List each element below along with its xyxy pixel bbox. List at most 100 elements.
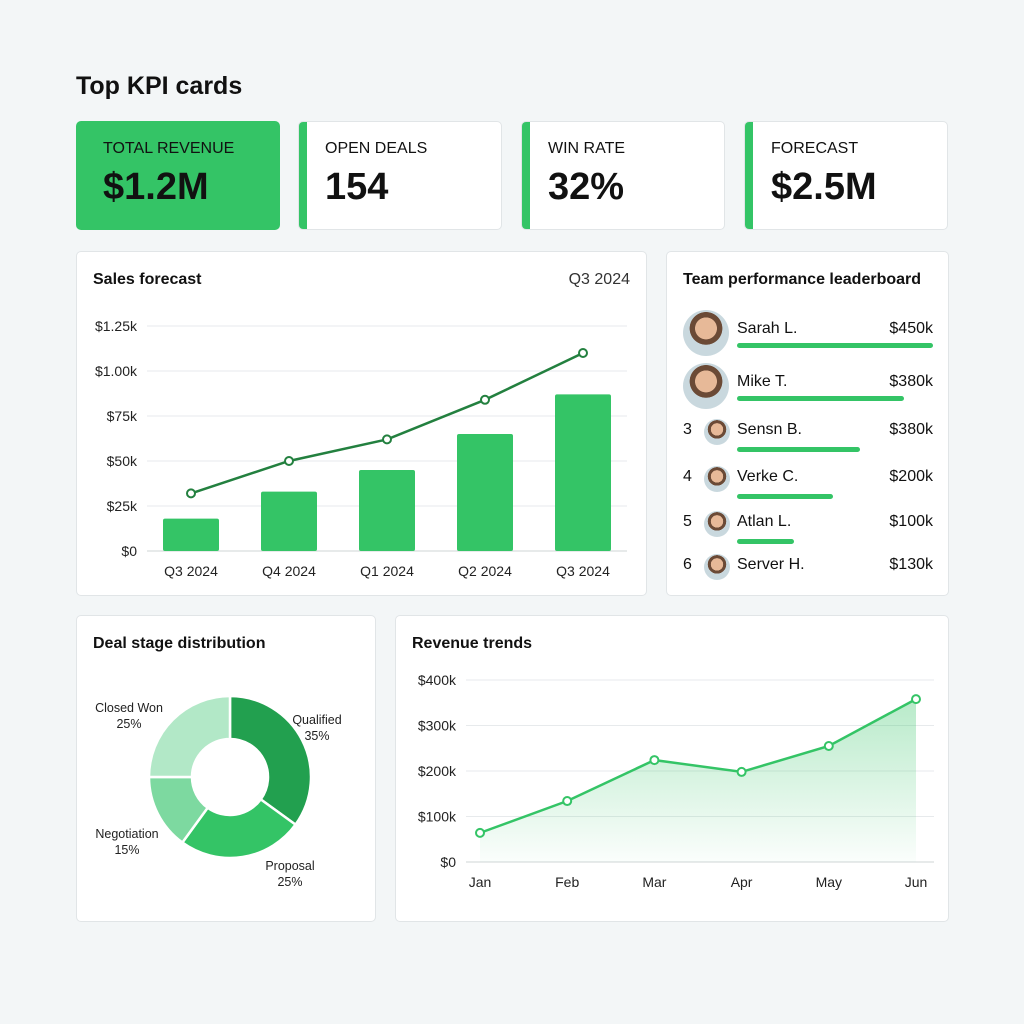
slice-label: Proposal	[265, 859, 314, 873]
revenue-trends-chart: $0 $100k $200k $300k $400k Jan Feb Mar Apr May Jun	[418, 672, 934, 890]
performance-bar	[737, 396, 904, 401]
bar	[163, 518, 219, 551]
slice-label: Qualified	[292, 713, 341, 727]
slice-label: Negotiation	[95, 827, 158, 841]
x-tick-label: Mar	[642, 874, 666, 890]
kpi-card-open-deals[interactable]: OPEN DEALS 154	[298, 121, 502, 230]
y-tick-label: $1.25k	[95, 318, 138, 334]
deal-stage-panel: Deal stage distribution Qualified 35% Prop…	[76, 615, 376, 922]
slice-value: 25%	[277, 875, 302, 889]
leaderboard-row[interactable]: 5 Atlan L. $100k	[667, 507, 949, 547]
y-tick-label: $400k	[418, 672, 457, 688]
member-amount: $380k	[889, 373, 933, 390]
avatar	[683, 363, 729, 409]
x-tick-label: Q4 2024	[262, 563, 316, 579]
bar	[261, 491, 317, 551]
kpi-value: 32%	[548, 166, 625, 208]
y-tick-label: $1.00k	[95, 363, 138, 379]
revenue-point	[823, 740, 834, 751]
x-tick-label: Q2 2024	[458, 563, 512, 579]
x-tick-label: Jan	[469, 874, 492, 890]
avatar	[683, 310, 729, 356]
panel-title: Sales forecast	[93, 271, 202, 288]
kpi-value: $2.5M	[771, 166, 877, 208]
leaderboard-row[interactable]: 3 Sensn B. $380k	[667, 415, 949, 455]
leaderboard-row[interactable]: Mike T. $380k	[667, 363, 949, 409]
forecast-point	[382, 434, 392, 445]
bar	[457, 434, 513, 551]
panel-title: Revenue trends	[412, 635, 533, 652]
member-name: Server H.	[737, 556, 805, 573]
leaderboard-panel: Team performance leaderboard Sarah L. $45…	[666, 251, 949, 596]
member-name: Sensn B.	[737, 421, 802, 438]
y-tick-label: $25k	[107, 498, 138, 514]
avatar	[704, 511, 730, 537]
revenue-point	[475, 827, 485, 838]
page-title: Top KPI cards	[76, 72, 243, 100]
donut-slice	[147, 694, 232, 779]
revenue-point	[649, 755, 660, 766]
donut-slice	[180, 797, 298, 860]
performance-bar	[737, 539, 794, 544]
deal-stage-donut-chart: Qualified 35% Proposal 25% Negotiation 15% Clo…	[95, 694, 342, 889]
performance-bar	[737, 343, 933, 348]
member-name: Sarah L.	[737, 320, 798, 337]
member-amount: $200k	[889, 468, 933, 485]
kpi-value: 154	[325, 166, 389, 208]
slice-value: 25%	[116, 717, 141, 731]
performance-bar	[737, 447, 860, 452]
y-tick-label: $200k	[418, 763, 457, 779]
sales-forecast-panel: Sales forecast Q3 2024 $0 $25k $50k $75k $1.…	[76, 251, 647, 596]
panel-title: Deal stage distribution	[93, 635, 266, 652]
avatar	[704, 419, 730, 445]
kpi-label: TOTAL REVENUE	[103, 140, 235, 157]
sales-forecast-chart: $0 $25k $50k $75k $1.00k $1.25k Q3 2024 Q4 2024…	[95, 318, 627, 579]
member-amount: $380k	[889, 421, 933, 438]
leaderboard-row[interactable]: Sarah L. $450k	[667, 310, 949, 356]
slice-label: Closed Won	[95, 701, 163, 715]
rank: 4	[683, 468, 692, 485]
revenue-trends-panel: Revenue trends $0 $100k $200k $300k $400k Jan…	[395, 615, 949, 922]
member-name: Mike T.	[737, 373, 788, 390]
panel-title: Team performance leaderboard	[683, 271, 922, 288]
x-tick-label: May	[816, 874, 842, 890]
forecast-point	[186, 488, 196, 499]
y-tick-label: $300k	[418, 718, 457, 734]
x-tick-label: Q3 2024	[556, 563, 610, 579]
kpi-label: OPEN DEALS	[325, 140, 428, 157]
leaderboard-row[interactable]: 6 Server H. $130k	[667, 550, 949, 590]
member-name: Verke C.	[737, 468, 799, 485]
kpi-card-forecast[interactable]: FORECAST $2.5M	[744, 121, 948, 230]
x-tick-label: Q1 2024	[360, 563, 414, 579]
x-tick-label: Q3 2024	[164, 563, 218, 579]
kpi-card-total-revenue[interactable]: TOTAL REVENUE $1.2M	[76, 121, 280, 230]
bar	[359, 470, 415, 551]
member-amount: $100k	[889, 513, 933, 530]
x-tick-label: Feb	[555, 874, 579, 890]
avatar	[704, 466, 730, 492]
kpi-value: $1.2M	[103, 166, 209, 208]
period-label: Q3 2024	[568, 271, 630, 288]
rank: 5	[683, 513, 692, 530]
y-tick-label: $0	[121, 543, 137, 559]
y-tick-label: $75k	[107, 408, 138, 424]
member-name: Atlan L.	[737, 513, 792, 530]
slice-value: 35%	[304, 729, 329, 743]
forecast-point	[284, 456, 294, 466]
leaderboard-row[interactable]: 4 Verke C. $200k	[667, 462, 949, 502]
y-tick-label: $100k	[418, 809, 457, 825]
rank: 3	[683, 421, 692, 438]
x-tick-label: Apr	[731, 874, 753, 890]
bar	[555, 394, 611, 551]
performance-bar	[737, 494, 833, 499]
y-tick-label: $0	[440, 854, 456, 870]
area-fill	[480, 699, 916, 862]
forecast-point	[480, 394, 490, 405]
kpi-card-win-rate[interactable]: WIN RATE 32%	[521, 121, 725, 230]
forecast-point	[578, 348, 588, 358]
slice-value: 15%	[114, 843, 139, 857]
y-tick-label: $50k	[107, 453, 138, 469]
rank: 6	[683, 556, 692, 573]
donut-slice	[228, 694, 313, 827]
revenue-point	[736, 766, 747, 777]
